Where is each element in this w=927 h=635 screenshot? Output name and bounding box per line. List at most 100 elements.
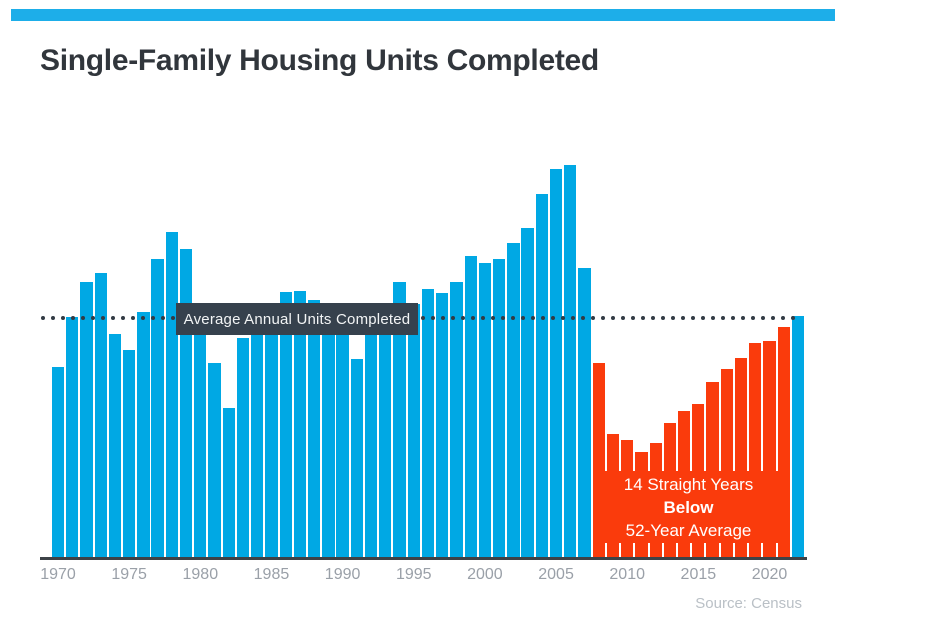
average-line-dot [790,315,796,321]
bar-1981 [208,363,221,558]
average-line-dot [530,315,536,321]
average-line-dot [450,315,456,321]
average-line-dot [610,315,616,321]
average-line-dot [440,315,446,321]
average-line-dot [60,315,66,321]
average-line-dot [150,315,156,321]
average-line-dot [670,315,676,321]
bar-2002 [507,243,520,558]
x-tick-1985: 1985 [253,566,290,583]
average-line-dot [750,315,756,321]
average-line-dot [570,315,576,321]
average-line-dot [770,315,776,321]
below-average-annotation: 14 Straight Years Below 52-Year Average [593,471,784,543]
average-line-dot [500,315,506,321]
average-line-dot [430,315,436,321]
bar-1999 [464,256,477,558]
bar-1994 [393,282,406,558]
bar-1990 [336,328,349,558]
bar-1985 [265,303,278,558]
bar-2005 [549,169,563,558]
average-line-dot [540,315,546,321]
bar-1976 [137,312,150,558]
brand-stripe [11,9,835,21]
bar-2022 [791,316,805,558]
annotation-line-1: 14 Straight Years [623,474,754,494]
average-line-dot [100,315,106,321]
average-line-dot [460,315,466,321]
average-line-dot [520,315,526,321]
bar-1972 [80,282,93,558]
average-line-label: Average Annual Units Completed [176,303,418,335]
annotation-line-3: 52-Year Average [625,520,752,540]
average-line-dot [560,315,566,321]
average-line-dot [680,315,686,321]
x-tick-1995: 1995 [395,566,432,583]
bar-2004 [535,194,548,558]
average-line-label-text: Average Annual Units Completed [183,310,411,328]
average-line-dot [590,315,596,321]
average-line-dot [640,315,646,321]
x-axis-line [40,557,807,560]
bar-1978 [165,232,178,558]
average-line-dot [700,315,706,321]
average-line-dot [620,315,626,321]
average-line-dot [650,315,656,321]
bar-1988 [307,300,321,558]
bar-2006 [564,165,577,558]
average-line-dot [710,315,716,321]
average-line-dot [480,315,486,321]
average-line-dot [130,315,136,321]
average-line-dot [510,315,516,321]
source-note: Source: Census [695,595,802,612]
average-line-dot [760,315,766,321]
average-line-dot [50,315,56,321]
x-tick-2015: 2015 [680,566,717,583]
bar-1977 [151,259,164,558]
bar-1987 [293,291,307,558]
average-line-dot [420,315,426,321]
average-line-dot [160,315,166,321]
bar-1979 [179,249,193,558]
x-tick-2000: 2000 [467,566,503,583]
bar-1998 [450,282,463,558]
bar-1980 [194,330,207,558]
bar-1986 [279,292,292,558]
bar-1974 [108,334,122,558]
average-line-dot [740,315,746,321]
x-tick-2005: 2005 [538,566,574,583]
bar-1970 [51,367,65,558]
bar-1992 [364,329,378,558]
average-line-dot [70,315,76,321]
x-tick-2010: 2010 [609,566,645,583]
x-tick-2020: 2020 [751,566,788,583]
average-line-dot [170,315,176,321]
average-line-dot [730,315,736,321]
bar-1996 [421,289,435,558]
average-line-dot [80,315,86,321]
average-line-dot [40,315,46,321]
bar-1997 [436,293,449,558]
bar-2000 [478,263,492,558]
average-line-dot [140,315,146,321]
bar-1995 [407,304,420,558]
average-line-dot [550,315,556,321]
bar-2003 [521,228,534,558]
bar-1982 [222,408,235,558]
bar-1975 [123,350,136,558]
average-line-dot [90,315,96,321]
average-line-dot [780,315,786,321]
average-line-dot [690,315,696,321]
annotation-line-2: Below [663,497,714,517]
average-line-dot [630,315,636,321]
average-line-dot [660,315,666,321]
x-tick-1980: 1980 [182,566,219,583]
average-line-dot [110,315,116,321]
bar-1973 [94,273,107,558]
bar-1991 [350,359,363,558]
x-tick-1970: 1970 [40,566,76,583]
chart-title: Single-Family Housing Units Completed [40,44,599,77]
average-line-dot [600,315,606,321]
